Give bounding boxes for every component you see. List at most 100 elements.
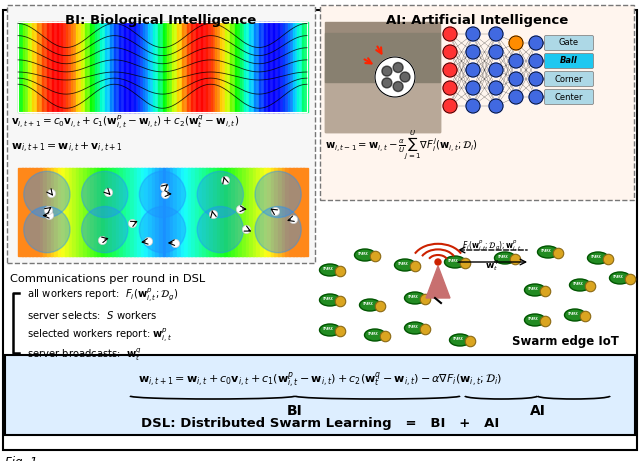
Bar [283, 22, 289, 112]
Bar [320, 5, 634, 200]
Circle shape [443, 81, 457, 95]
Bar [100, 22, 106, 112]
Circle shape [140, 171, 186, 218]
Text: Gate: Gate [559, 39, 579, 47]
Bar [61, 22, 67, 112]
Bar [83, 168, 88, 256]
Bar [23, 22, 29, 112]
Bar [278, 168, 283, 256]
Bar [90, 168, 95, 256]
Circle shape [465, 336, 476, 347]
Bar [206, 22, 212, 112]
Bar [18, 22, 307, 112]
Bar [238, 168, 243, 256]
Bar [105, 22, 111, 112]
Bar [157, 22, 163, 112]
Circle shape [443, 99, 457, 113]
Bar [246, 168, 250, 256]
Circle shape [335, 326, 346, 337]
Circle shape [420, 324, 431, 335]
Bar [119, 22, 125, 112]
Text: SPARX: SPARX [358, 252, 368, 256]
Circle shape [466, 27, 480, 41]
Text: Corner: Corner [555, 75, 583, 83]
Bar [105, 168, 109, 256]
Bar [52, 22, 58, 112]
Bar [18, 22, 24, 112]
Text: SPARX: SPARX [528, 287, 538, 291]
Circle shape [410, 261, 420, 272]
Text: SPARX: SPARX [498, 255, 508, 259]
Bar [225, 22, 231, 112]
Bar [90, 22, 96, 112]
Circle shape [255, 207, 301, 253]
Bar [116, 168, 120, 256]
Bar [239, 22, 245, 112]
Circle shape [466, 99, 480, 113]
Bar [230, 22, 236, 112]
Ellipse shape [570, 279, 591, 291]
Bar [79, 168, 84, 256]
Bar [325, 22, 440, 132]
Ellipse shape [588, 252, 609, 264]
Text: $\mathbf{w}^q_t$: $\mathbf{w}^q_t$ [485, 259, 499, 273]
Bar [177, 168, 182, 256]
Bar [254, 22, 260, 112]
Ellipse shape [404, 322, 426, 334]
Circle shape [625, 274, 636, 285]
Bar [148, 22, 154, 112]
Circle shape [255, 171, 301, 218]
Bar [163, 22, 168, 112]
Point [45, 189, 56, 196]
Bar [134, 168, 138, 256]
Circle shape [509, 90, 523, 104]
Bar [159, 168, 163, 256]
Circle shape [604, 254, 614, 265]
Text: all workers report:  $F_i(\mathbf{w}^p_{i,t};\mathcal{D}_g)$: all workers report: $F_i(\mathbf{w}^p_{i… [27, 286, 179, 304]
Bar [264, 22, 269, 112]
Bar [235, 22, 241, 112]
Bar [249, 22, 255, 112]
Bar [97, 168, 102, 256]
Ellipse shape [609, 272, 630, 284]
Circle shape [400, 72, 410, 82]
Text: SPARX: SPARX [368, 332, 378, 336]
Circle shape [540, 286, 551, 297]
Bar [66, 22, 72, 112]
Bar [300, 168, 305, 256]
Text: SPARX: SPARX [408, 295, 419, 299]
Text: $\mathbf{w}_{i,t-1}=\mathbf{w}_{i,t}-\frac{\alpha}{U}\sum_{j=1}^{U}\nabla F^j_i(: $\mathbf{w}_{i,t-1}=\mathbf{w}_{i,t}-\fr… [325, 128, 478, 162]
Bar [191, 168, 196, 256]
Text: SPARX: SPARX [573, 282, 583, 286]
Bar [228, 168, 232, 256]
Bar [124, 22, 130, 112]
Bar [195, 168, 200, 256]
Point [97, 236, 108, 243]
Point [143, 237, 153, 245]
Ellipse shape [394, 259, 415, 271]
Bar [302, 22, 308, 112]
Circle shape [489, 45, 503, 59]
Bar [51, 168, 55, 256]
Point [160, 190, 170, 197]
Bar [119, 168, 124, 256]
Bar [126, 168, 131, 256]
Circle shape [81, 207, 128, 253]
Bar [217, 168, 221, 256]
Bar [7, 5, 315, 263]
Bar [58, 168, 62, 256]
Circle shape [585, 281, 596, 292]
Bar [134, 22, 140, 112]
Circle shape [335, 266, 346, 277]
Text: SPARX: SPARX [448, 259, 458, 263]
Bar [44, 168, 48, 256]
Circle shape [529, 90, 543, 104]
Circle shape [197, 171, 243, 218]
Bar [196, 22, 202, 112]
Point [44, 212, 54, 219]
Bar [285, 168, 290, 256]
Bar [71, 22, 77, 112]
Text: SPARX: SPARX [568, 312, 579, 316]
Circle shape [443, 63, 457, 77]
Bar [143, 22, 149, 112]
